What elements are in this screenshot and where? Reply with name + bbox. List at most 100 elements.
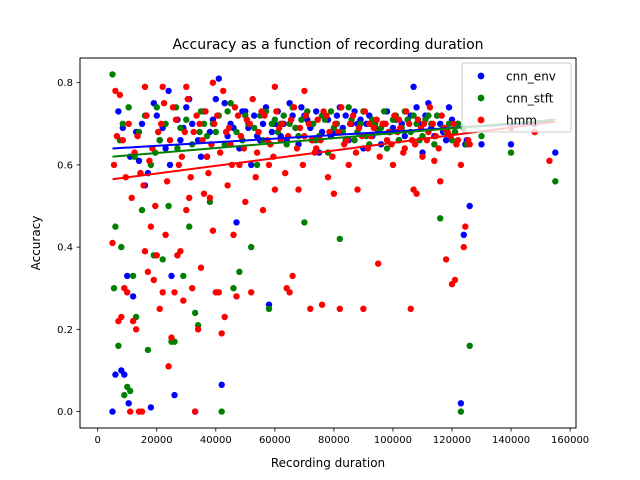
data-point [251,124,258,132]
data-point [183,104,190,111]
data-point [414,116,422,123]
data-point [227,100,234,107]
data-point [121,391,128,399]
data-point [203,153,211,160]
data-point [507,141,515,148]
data-point [413,104,420,111]
data-point [326,128,333,136]
data-point [287,116,295,123]
data-point [211,120,218,128]
data-point [335,128,342,136]
data-point [370,124,377,132]
data-point [307,305,314,312]
data-point [323,112,330,119]
data-point [153,104,160,111]
data-point [442,137,450,144]
data-point [144,268,152,275]
data-point [214,112,221,119]
data-point [395,116,403,123]
x-tick-label: 100000 [374,435,412,446]
data-point [410,83,417,91]
data-point [253,149,261,156]
data-point [197,108,205,115]
data-point [466,202,473,210]
data-point [376,153,383,160]
data-point [457,161,465,169]
data-point [258,108,265,115]
data-point [407,305,414,312]
data-point [290,104,298,111]
data-point [296,124,304,132]
data-point [127,408,134,415]
axes [79,57,577,429]
data-point [355,124,363,132]
series-hmm [109,79,553,415]
data-point [125,400,132,407]
data-point [112,223,119,230]
data-point [248,161,255,169]
data-point [434,112,441,119]
data-point [125,120,132,128]
data-point [301,219,308,226]
data-point [465,137,472,144]
data-point [116,91,124,99]
data-point [165,87,172,95]
data-point [138,408,146,415]
data-point [233,128,240,136]
data-point [177,137,184,144]
y-tick-label: 0.4 [57,243,73,254]
data-point [419,153,426,160]
data-point [445,104,453,111]
data-point [175,161,183,169]
data-point [184,95,191,103]
data-point [218,330,225,337]
data-point [196,120,203,128]
data-point [112,87,119,95]
data-point [187,174,194,181]
data-point [336,235,343,243]
data-point [220,87,227,95]
data-point [129,293,137,300]
data-point [128,194,135,201]
legend-label: hmm [506,114,537,128]
data-point [129,272,137,280]
data-point [450,120,457,128]
data-point [314,116,321,123]
data-point [280,112,287,119]
data-point [159,83,166,91]
data-point [191,309,199,317]
data-point [349,112,357,119]
data-point [224,108,231,115]
data-point [153,112,160,119]
data-point [181,128,188,136]
data-point [166,161,174,169]
x-tick-label: 120000 [433,435,471,446]
y-tick-label: 0.8 [57,78,73,89]
data-point [375,260,382,267]
data-point [159,256,166,263]
data-point [127,387,134,395]
data-point [271,186,279,193]
data-point [292,124,299,132]
data-point [162,120,169,128]
data-point [295,186,302,193]
data-point [115,108,122,115]
data-point [147,223,155,230]
data-point [237,132,245,140]
data-point [406,120,413,128]
x-tick-label: 160000 [551,435,589,446]
data-point [233,293,240,300]
data-point [324,174,332,181]
data-point [389,161,397,169]
data-point [330,190,338,197]
data-point [460,231,467,238]
data-point [352,149,360,156]
data-point [351,137,358,144]
data-point [435,145,442,152]
data-point [153,252,160,259]
data-point [230,231,237,238]
data-point [180,297,187,304]
data-point [109,71,116,78]
data-point [165,202,172,210]
